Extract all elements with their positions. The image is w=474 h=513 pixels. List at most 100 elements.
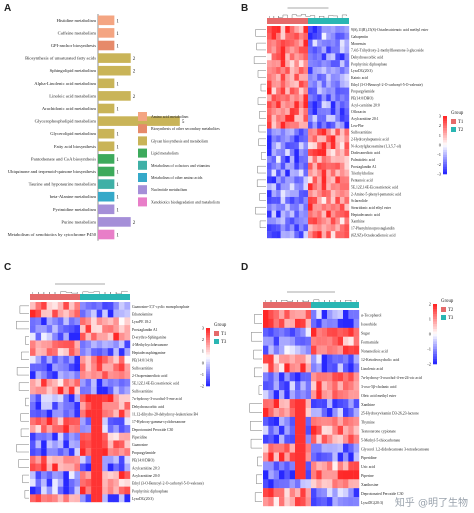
heatmap-cell xyxy=(279,470,285,480)
heatmap-cell xyxy=(303,169,309,177)
heatmap-cell xyxy=(305,372,312,382)
heatmap-cell xyxy=(295,390,301,400)
heatmap-cell xyxy=(107,432,114,441)
heatmap-cell xyxy=(321,336,328,346)
heatmap-cell xyxy=(273,488,280,498)
color-scale-step xyxy=(206,369,210,372)
heatmap-cell xyxy=(312,32,318,40)
legend-label: Nucleotide metabolism xyxy=(151,188,187,192)
heatmap-cell xyxy=(344,67,350,75)
heatmap-cell xyxy=(303,210,309,218)
heatmap-cell xyxy=(308,87,313,95)
row-dendrogram-branch xyxy=(251,332,262,342)
heatmap-cell xyxy=(348,318,354,329)
heatmap-cell xyxy=(344,203,350,211)
heatmap-cell xyxy=(312,155,318,163)
heatmap-cell xyxy=(335,142,341,150)
heatmap-cell xyxy=(311,416,317,427)
heatmap-cell xyxy=(327,452,333,462)
heatmap-cell xyxy=(289,32,295,40)
color-scale-step xyxy=(433,321,437,325)
bar xyxy=(98,154,115,164)
color-scale-step xyxy=(443,164,447,168)
heatmap-cell xyxy=(279,372,285,382)
heatmap-cell xyxy=(312,128,318,136)
heatmap-cell xyxy=(96,440,103,449)
heatmap-cell xyxy=(102,302,108,310)
legend-swatch xyxy=(138,197,147,207)
row-label: Uric acid xyxy=(361,465,375,469)
heatmap-cell xyxy=(96,340,103,349)
heatmap-cell xyxy=(289,190,295,198)
heatmap-cell xyxy=(80,455,86,464)
heatmap-cell xyxy=(321,80,327,88)
heatmap-cell xyxy=(268,336,274,346)
heatmap-cell xyxy=(353,381,360,391)
heatmap-cell xyxy=(280,128,286,136)
heatmap-cell xyxy=(317,190,322,198)
color-scale-step xyxy=(206,378,210,382)
row-label: Prostaglandin A1 xyxy=(132,328,158,332)
heatmap-cell xyxy=(118,302,125,310)
color-scale-step xyxy=(443,123,447,126)
heatmap-cell xyxy=(330,87,336,95)
heatmap-cell xyxy=(332,425,338,435)
heatmap-cell xyxy=(348,443,354,453)
heatmap-cell xyxy=(124,394,131,403)
heatmap-cell xyxy=(279,310,285,320)
heatmap-cell xyxy=(303,121,309,129)
heatmap-cell xyxy=(311,372,317,382)
heatmap-cell xyxy=(279,390,285,400)
heatmap-cell xyxy=(312,231,318,239)
heatmap-cell xyxy=(321,408,328,418)
heatmap-cell xyxy=(335,196,341,205)
heatmap-cell xyxy=(267,94,272,102)
heatmap-cell xyxy=(344,196,350,205)
heatmap-cell xyxy=(276,155,281,163)
heatmap-cell xyxy=(330,190,336,198)
heatmap-cell xyxy=(332,461,338,471)
heatmap-cell xyxy=(280,60,286,68)
heatmap-cell xyxy=(267,196,272,205)
color-scale-tick: -1 xyxy=(427,347,431,352)
color-scale-step xyxy=(433,309,437,312)
heatmap-cell xyxy=(285,128,290,136)
heatmap-cell xyxy=(80,317,86,326)
heatmap-cell xyxy=(344,176,350,184)
heatmap-cell xyxy=(276,39,281,47)
heatmap-cell xyxy=(289,434,296,444)
heatmap-cell xyxy=(289,26,295,34)
heatmap-cell xyxy=(343,408,349,418)
heatmap-cell xyxy=(85,386,92,395)
heatmap-cell xyxy=(337,354,344,364)
heatmap-cell xyxy=(276,203,281,211)
bar xyxy=(98,65,131,76)
heatmap-cell xyxy=(273,443,280,453)
color-scale-step xyxy=(443,166,447,170)
heatmap-cell xyxy=(271,224,277,232)
row-label: 7α-hydroxy-3-oxochol-4-en-24-oic acid xyxy=(361,376,422,380)
heatmap-cell xyxy=(68,463,75,472)
heatmap-cell xyxy=(312,210,318,218)
heatmap-cell xyxy=(284,327,290,337)
heatmap-cell xyxy=(96,348,103,357)
heatmap-cell xyxy=(308,155,313,163)
heatmap-cell xyxy=(308,101,313,109)
heatmap-cell xyxy=(305,310,312,320)
heatmap-cell xyxy=(271,101,277,109)
heatmap-cell xyxy=(96,494,103,503)
heatmap-cell xyxy=(63,440,70,449)
heatmap-cell xyxy=(273,452,280,462)
heatmap-cell xyxy=(63,402,70,410)
heatmap-cell xyxy=(85,425,92,433)
heatmap-cell xyxy=(268,390,274,400)
heatmap-cell xyxy=(267,60,272,68)
heatmap-cell xyxy=(41,355,47,364)
heatmap-cell xyxy=(343,318,349,329)
heatmap-cell xyxy=(294,26,300,34)
heatmap-cell xyxy=(339,73,345,81)
heatmap-t2-t3: α-TocopherolIsosorbideSugarFormamideNona… xyxy=(249,291,454,507)
heatmap-cell xyxy=(30,302,36,310)
color-scale-step xyxy=(443,169,447,172)
heatmap-cell xyxy=(303,128,309,136)
